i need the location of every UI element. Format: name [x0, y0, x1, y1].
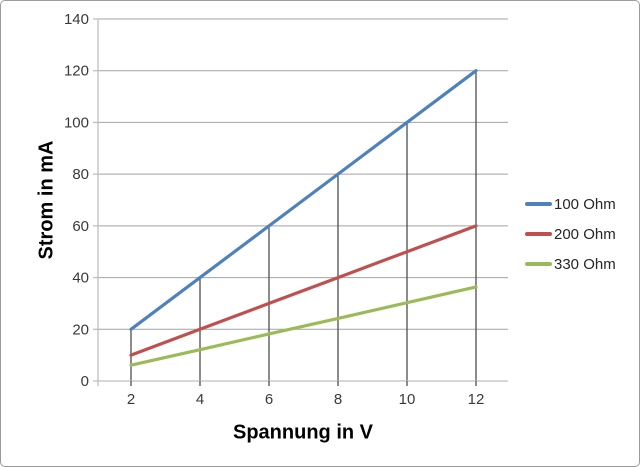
y-tick-label: 120 [64, 63, 89, 80]
y-tick-label: 140 [64, 11, 89, 28]
y-tick-label: 40 [72, 270, 89, 287]
y-tick-label: 80 [72, 166, 89, 183]
x-tick-label: 2 [127, 391, 135, 408]
legend-swatch-icon [525, 232, 552, 236]
y-axis-title: Strom in mA [35, 140, 58, 260]
x-tick-label: 12 [468, 391, 485, 408]
x-tick-label: 4 [196, 391, 204, 408]
series-line-100-ohm [129, 69, 478, 331]
x-tick-label: 6 [265, 391, 273, 408]
legend-swatch-icon [525, 202, 552, 206]
y-tick-label: 60 [72, 218, 89, 235]
series-line-330-ohm [129, 285, 478, 367]
x-tick-label: 10 [399, 391, 416, 408]
legend-item-100-ohm: 100 Ohm [525, 189, 616, 219]
legend-label: 330 Ohm [554, 255, 616, 273]
x-tick-label: 8 [334, 391, 342, 408]
legend: 100 Ohm 200 Ohm 330 Ohm [525, 189, 616, 279]
legend-label: 200 Ohm [554, 225, 616, 243]
y-tick-label: 20 [72, 321, 89, 338]
x-axis-title: Spannung in V [233, 421, 373, 444]
y-tick-label: 0 [81, 373, 89, 390]
legend-label: 100 Ohm [554, 195, 616, 213]
series-line-200-ohm [129, 224, 478, 357]
legend-item-200-ohm: 200 Ohm [525, 219, 616, 249]
legend-swatch-icon [525, 262, 552, 266]
legend-item-330-ohm: 330 Ohm [525, 249, 616, 279]
y-tick-label: 100 [64, 114, 89, 131]
